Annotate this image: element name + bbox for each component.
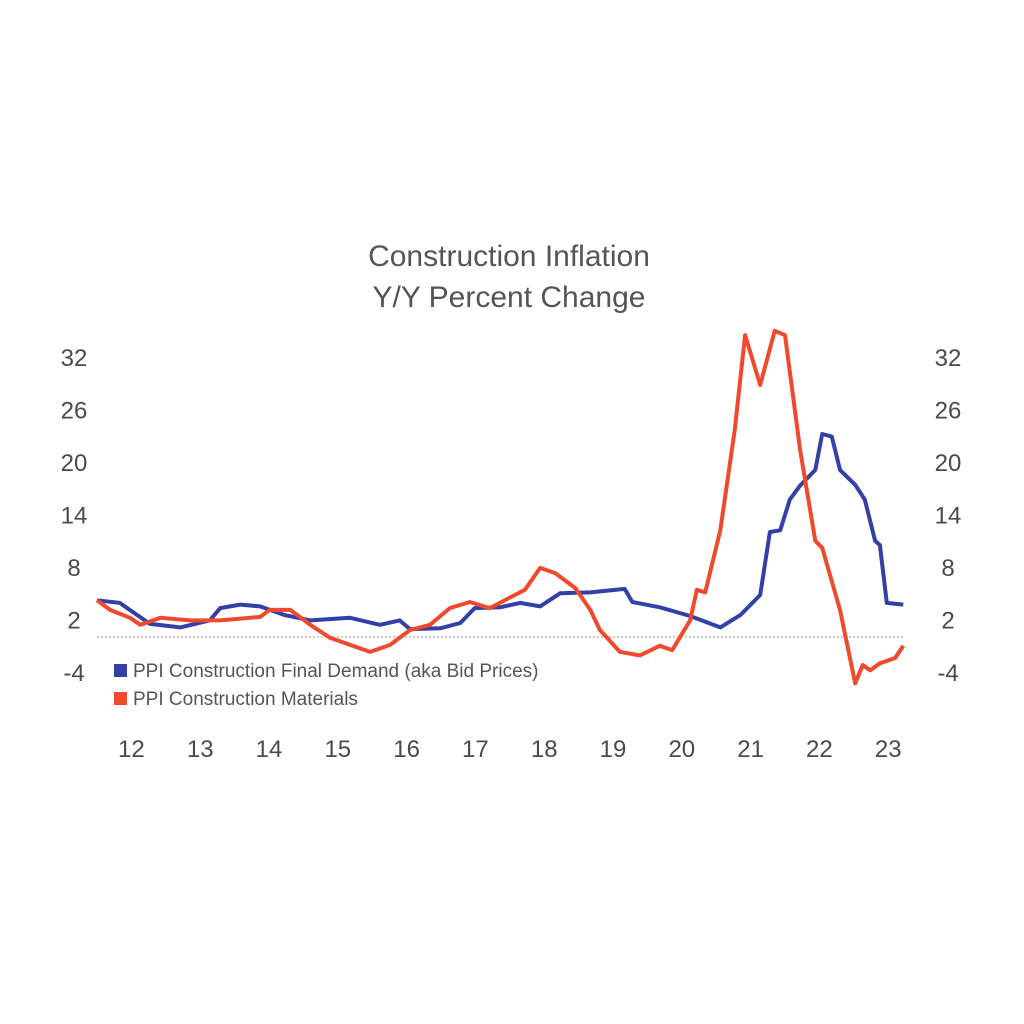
x-tick-label: 17 (462, 736, 489, 763)
y-tick-label-left: 14 (61, 503, 88, 530)
legend-swatch-materials (114, 692, 127, 705)
legend-label-materials: PPI Construction Materials (133, 689, 358, 710)
y-tick-label-left: 32 (61, 345, 88, 372)
x-tick-label: 21 (737, 736, 764, 763)
series-line-final-demand (96, 432, 904, 632)
y-tick-label-left: 8 (67, 555, 80, 582)
y-tick-label-left: 2 (67, 608, 80, 635)
y-axis-left: 32 26 20 14 8 2 -4 (61, 345, 88, 687)
chart-subtitle: Y/Y Percent Change (373, 281, 646, 314)
y-tick-label-right: 2 (941, 608, 954, 635)
x-tick-label: 16 (393, 736, 420, 763)
y-tick-label-right: 14 (935, 503, 962, 530)
series-line-materials (95, 328, 905, 686)
y-tick-label-right: -4 (937, 660, 958, 687)
y-axis-right: 32 26 20 14 8 2 -4 (935, 345, 962, 687)
x-tick-label: 22 (806, 736, 833, 763)
x-tick-label: 15 (324, 736, 351, 763)
x-tick-label: 19 (600, 736, 627, 763)
x-tick-label: 12 (118, 736, 145, 763)
y-tick-label-right: 20 (935, 450, 962, 477)
x-axis: 12 13 14 15 16 17 18 19 20 21 22 23 (118, 736, 902, 763)
x-tick-label: 14 (256, 736, 283, 763)
y-tick-label-right: 8 (941, 555, 954, 582)
chart-title: Construction Inflation (368, 240, 650, 273)
x-tick-label: 20 (668, 736, 695, 763)
y-tick-label-left: -4 (63, 660, 84, 687)
x-tick-label: 13 (187, 736, 214, 763)
y-tick-label-right: 26 (935, 398, 962, 425)
legend-swatch-final-demand (114, 664, 127, 677)
legend: PPI Construction Final Demand (aka Bid P… (114, 661, 539, 710)
x-tick-label: 23 (875, 736, 902, 763)
legend-label-final-demand: PPI Construction Final Demand (aka Bid P… (133, 661, 539, 682)
y-tick-label-right: 32 (935, 345, 962, 372)
y-tick-label-left: 26 (61, 398, 88, 425)
x-tick-label: 18 (531, 736, 558, 763)
y-tick-label-left: 20 (61, 450, 88, 477)
